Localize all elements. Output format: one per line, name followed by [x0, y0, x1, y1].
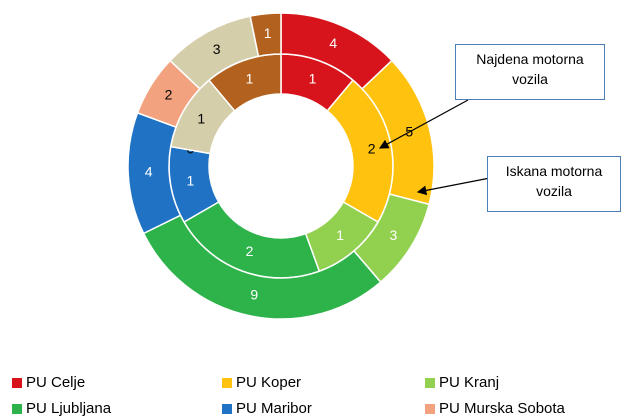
- data-label: 2: [246, 243, 254, 259]
- legend-label: PU Kranj: [439, 374, 500, 391]
- callout-arrow: [378, 99, 469, 149]
- legend-entry: PU Koper: [222, 374, 301, 391]
- legend-label: PU Murska Sobota: [439, 400, 565, 417]
- data-label: 1: [336, 227, 344, 243]
- legend-label: PU Koper: [236, 374, 302, 391]
- callout-arrow: [416, 177, 491, 196]
- data-label: 2: [368, 141, 376, 157]
- callout: Najdena motorna vozila: [455, 44, 605, 100]
- legend-swatch: [222, 377, 232, 388]
- legend-swatch: [425, 377, 435, 388]
- legend-entry: PU Kranj: [425, 374, 499, 391]
- legend-swatch: [222, 403, 232, 414]
- data-label: 3: [390, 227, 398, 243]
- data-label: 1: [197, 111, 205, 127]
- data-label: 3: [213, 41, 221, 57]
- legend-entry: PU Murska Sobota: [425, 400, 565, 417]
- legend-swatch: [12, 377, 22, 388]
- doughnut-segment: [249, 12, 282, 58]
- legend-label: PU Maribor: [236, 400, 312, 417]
- data-label: 9: [250, 286, 258, 302]
- data-label: 1: [246, 70, 254, 86]
- legend-entry: PU Ljubljana: [12, 400, 111, 417]
- legend-label: PU Celje: [26, 374, 86, 391]
- legend-swatch: [425, 403, 435, 414]
- legend-entry: PU Maribor: [222, 400, 312, 417]
- legend-swatch: [12, 403, 22, 414]
- callout: Iskana motorna vozila: [487, 156, 621, 212]
- data-label: 1: [309, 70, 317, 86]
- data-label: 2: [165, 87, 173, 103]
- data-label: 4: [145, 163, 153, 179]
- legend-label: PU Ljubljana: [26, 400, 112, 417]
- data-label: 1: [264, 25, 272, 41]
- data-label: 4: [329, 35, 337, 51]
- legend-entry: PU Celje: [12, 374, 85, 391]
- data-label: 1: [186, 173, 194, 189]
